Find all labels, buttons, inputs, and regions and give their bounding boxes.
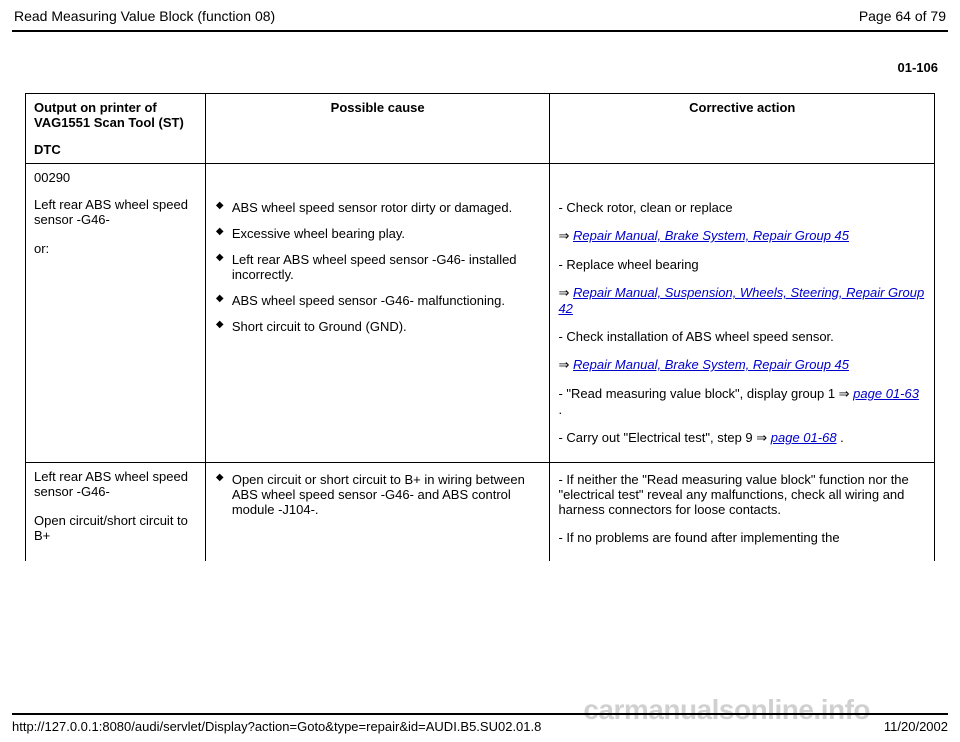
page-indicator: Page 64 of 79 <box>859 8 946 24</box>
row1-col1: Left rear ABS wheel speed sensor -G46- o… <box>26 191 206 463</box>
action-post: . <box>837 430 844 445</box>
arrow-icon: ⇒ <box>558 228 569 243</box>
page-link[interactable]: page 01-63 <box>853 386 919 401</box>
action-empty <box>550 164 935 192</box>
page-number: 01-106 <box>12 60 938 75</box>
action-text: - Check rotor, clean or replace <box>558 197 926 225</box>
footer-rule <box>12 713 948 715</box>
action-link-row: ⇒ Repair Manual, Suspension, Wheels, Ste… <box>558 282 926 326</box>
header-bar: Read Measuring Value Block (function 08)… <box>12 8 948 30</box>
manual-link[interactable]: Repair Manual, Brake System, Repair Grou… <box>573 228 849 243</box>
action-link-row: ⇒ Repair Manual, Brake System, Repair Gr… <box>558 225 926 254</box>
dtc-code: 00290 <box>26 164 206 192</box>
action-text: - If no problems are found after impleme… <box>558 527 926 555</box>
action-text: - If neither the "Read measuring value b… <box>558 469 926 527</box>
action-text: - Carry out "Electrical test", step 9 ⇒ … <box>558 427 926 456</box>
cause-item: Open circuit or short circuit to B+ in w… <box>214 469 542 525</box>
manual-link[interactable]: Repair Manual, Brake System, Repair Grou… <box>573 357 849 372</box>
footer-date: 11/20/2002 <box>884 719 948 734</box>
arrow-icon: ⇒ <box>558 357 569 372</box>
page-link[interactable]: page 01-68 <box>771 430 837 445</box>
action-text: - "Read measuring value block", display … <box>558 383 926 427</box>
row2-desc2: Open circuit/short circuit to B+ <box>34 513 197 543</box>
row1-desc1: Left rear ABS wheel speed sensor -G46- <box>34 197 197 227</box>
th-output: Output on printer of VAG1551 Scan Tool (… <box>26 94 206 137</box>
cause-item: ABS wheel speed sensor -G46- malfunction… <box>214 290 542 316</box>
th-action: Corrective action <box>550 94 935 164</box>
cause-item: Left rear ABS wheel speed sensor -G46- i… <box>214 249 542 290</box>
footer-url: http://127.0.0.1:8080/audi/servlet/Displ… <box>12 719 541 734</box>
action-link-row: ⇒ Repair Manual, Brake System, Repair Gr… <box>558 354 926 383</box>
th-cause: Possible cause <box>205 94 550 164</box>
row2-causes: Open circuit or short circuit to B+ in w… <box>205 463 550 562</box>
cause-item: Short circuit to Ground (GND). <box>214 316 542 342</box>
cause-item: Excessive wheel bearing play. <box>214 223 542 249</box>
arrow-icon: ⇒ <box>558 285 569 300</box>
row2-actions: - If neither the "Read measuring value b… <box>550 463 935 562</box>
row1-actions: - Check rotor, clean or replace ⇒ Repair… <box>550 191 935 463</box>
cause-empty <box>205 164 550 192</box>
row2-desc1: Left rear ABS wheel speed sensor -G46- <box>34 469 197 499</box>
row2-col1: Left rear ABS wheel speed sensor -G46- O… <box>26 463 206 562</box>
row1-desc2: or: <box>34 241 197 256</box>
action-text: - Check installation of ABS wheel speed … <box>558 326 926 354</box>
cause-item: ABS wheel speed sensor rotor dirty or da… <box>214 197 542 223</box>
manual-link[interactable]: Repair Manual, Suspension, Wheels, Steer… <box>558 285 924 316</box>
action-pre: - Carry out "Electrical test", step 9 ⇒ <box>558 430 770 445</box>
dtc-table: Output on printer of VAG1551 Scan Tool (… <box>25 93 935 561</box>
th-dtc: DTC <box>26 136 206 164</box>
top-rule <box>12 30 948 32</box>
action-text: - Replace wheel bearing <box>558 254 926 282</box>
action-pre: - "Read measuring value block", display … <box>558 386 853 401</box>
row1-causes: ABS wheel speed sensor rotor dirty or da… <box>205 191 550 463</box>
footer: http://127.0.0.1:8080/audi/servlet/Displ… <box>12 713 948 734</box>
doc-title: Read Measuring Value Block (function 08) <box>14 8 275 24</box>
action-post: . <box>558 402 562 417</box>
